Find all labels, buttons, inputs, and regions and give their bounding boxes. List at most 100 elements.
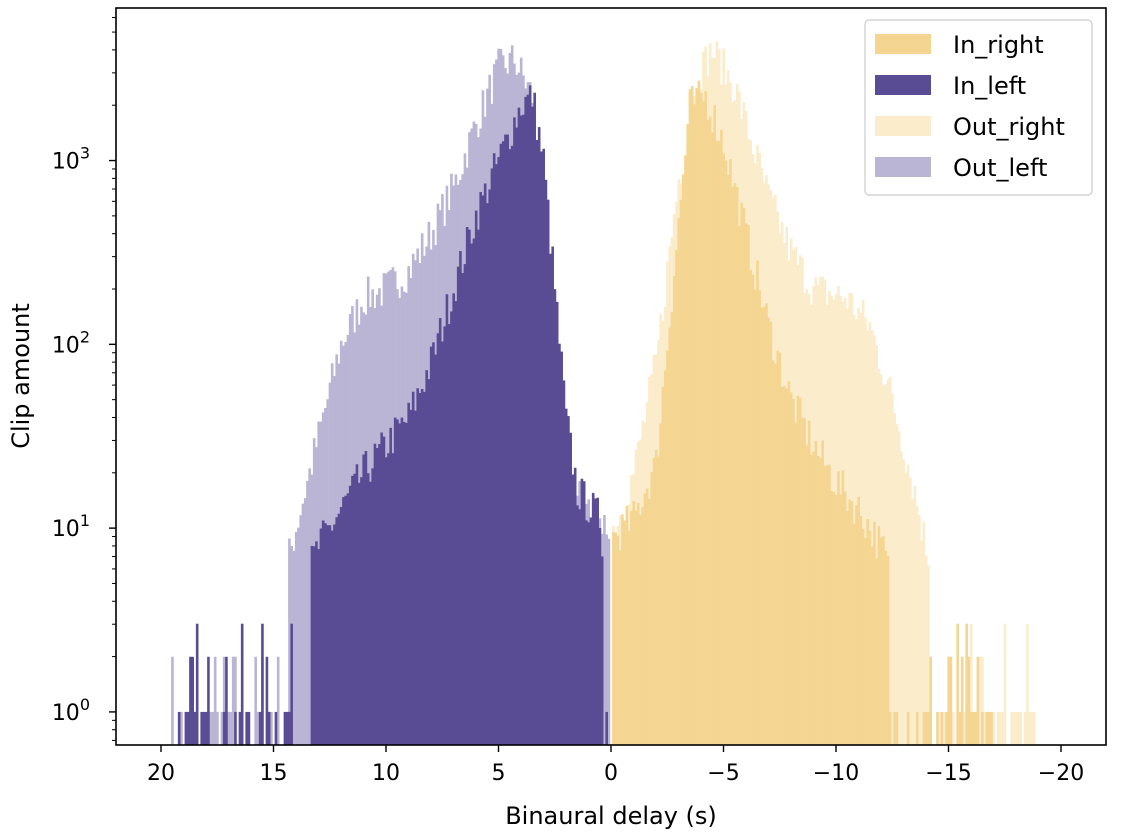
histogram-bar	[868, 530, 872, 745]
histogram-bar	[688, 89, 692, 745]
histogram-bar	[357, 482, 361, 745]
histogram-bar	[499, 143, 503, 745]
histogram-bar	[870, 546, 874, 745]
histogram-bar	[749, 269, 752, 745]
histogram-bar	[315, 541, 318, 745]
histogram-bar	[990, 711, 993, 745]
histogram-bar	[882, 536, 885, 745]
histogram-bar	[542, 148, 545, 746]
histogram-bar	[468, 229, 471, 745]
histogram-bar	[981, 656, 984, 745]
histogram-bar	[695, 88, 698, 745]
histogram-bar	[634, 510, 638, 745]
histogram-bar	[686, 124, 689, 745]
histogram-bar	[222, 656, 226, 745]
histogram-bar	[508, 149, 512, 745]
histogram-bar	[1032, 711, 1036, 745]
histogram-bar	[805, 445, 809, 745]
histogram-bar	[450, 311, 453, 745]
series-in-right	[612, 80, 993, 746]
legend: In_right In_left Out_right Out_left	[864, 19, 1093, 196]
histogram-bar	[792, 398, 795, 745]
histogram-bar	[929, 656, 932, 745]
histogram-bar	[290, 623, 293, 745]
histogram-bar	[648, 498, 651, 745]
y-tick-label: 102	[52, 327, 90, 358]
histogram-bar	[411, 391, 415, 745]
histogram-bar	[864, 538, 867, 745]
histogram-bar	[893, 413, 896, 745]
histogram-bar	[771, 360, 775, 745]
histogram-bar	[443, 326, 446, 745]
histogram-bar	[717, 141, 721, 745]
histogram-bar	[186, 711, 190, 745]
histogram-bar	[702, 101, 705, 745]
histogram-bar	[895, 711, 899, 745]
histogram-bar	[681, 174, 685, 746]
histogram-bar	[567, 416, 570, 745]
histogram-bar	[846, 510, 849, 745]
histogram-bar	[816, 455, 820, 745]
histogram-bar	[483, 183, 487, 746]
histogram-bar	[963, 711, 966, 745]
histogram-bar	[420, 389, 424, 745]
histogram-bar	[195, 623, 199, 745]
histogram-bar	[238, 711, 242, 745]
histogram-bar	[594, 498, 597, 745]
histogram-bar	[735, 186, 739, 746]
histogram-bar	[832, 491, 836, 745]
histogram-bar	[951, 711, 955, 745]
x-tick-label: 10	[372, 761, 400, 786]
histogram-bar	[267, 711, 271, 745]
histogram-bar	[708, 116, 712, 746]
histogram-bar	[661, 386, 665, 745]
histogram-bar	[447, 324, 451, 745]
legend-label: In_right	[953, 31, 1044, 59]
histogram-bar	[222, 711, 226, 745]
histogram-bar	[274, 711, 278, 745]
histogram-bar	[969, 623, 973, 745]
histogram-bar	[596, 497, 599, 745]
histogram-bar	[738, 226, 741, 745]
histogram-bar	[981, 711, 984, 745]
histogram-bar	[1010, 711, 1013, 745]
histogram-bar	[578, 509, 581, 745]
histogram-bar	[861, 299, 865, 745]
histogram-bar	[1026, 623, 1029, 745]
histogram-bar	[515, 127, 518, 745]
histogram-bar	[715, 140, 719, 745]
histogram-bar	[481, 195, 485, 745]
histogram-bar	[369, 481, 372, 745]
histogram-bar	[533, 92, 536, 745]
histogram-bar	[234, 711, 237, 745]
histogram-bar	[776, 350, 779, 745]
histogram-bar	[276, 656, 280, 745]
histogram-bar	[1023, 711, 1027, 745]
histogram-bar	[549, 253, 552, 745]
histogram-bar	[461, 273, 464, 745]
y-tick-label: 101	[52, 511, 90, 542]
histogram-bar	[668, 327, 671, 745]
histogram-bar	[438, 318, 442, 745]
histogram-bar	[891, 393, 894, 745]
histogram-bar	[915, 711, 919, 745]
histogram-bar	[947, 656, 950, 745]
legend-swatch	[875, 75, 931, 95]
histogram-bar	[348, 485, 352, 745]
histogram-bar	[886, 555, 890, 745]
histogram-bar	[423, 391, 426, 745]
histogram-bar	[884, 550, 887, 745]
histogram-bar	[870, 330, 874, 745]
histogram-bar	[830, 490, 833, 745]
histogram-bar	[814, 441, 818, 745]
histogram-bar	[299, 515, 302, 745]
histogram-bar	[564, 408, 568, 745]
histogram-bar	[285, 711, 289, 745]
histogram-bar	[310, 545, 314, 745]
histogram-bar	[976, 656, 980, 745]
histogram-bar	[600, 556, 604, 745]
histogram-bar	[436, 333, 440, 745]
histogram-bar	[924, 711, 928, 745]
legend-label: Out_right	[953, 113, 1065, 141]
histogram-bar	[1003, 623, 1007, 745]
